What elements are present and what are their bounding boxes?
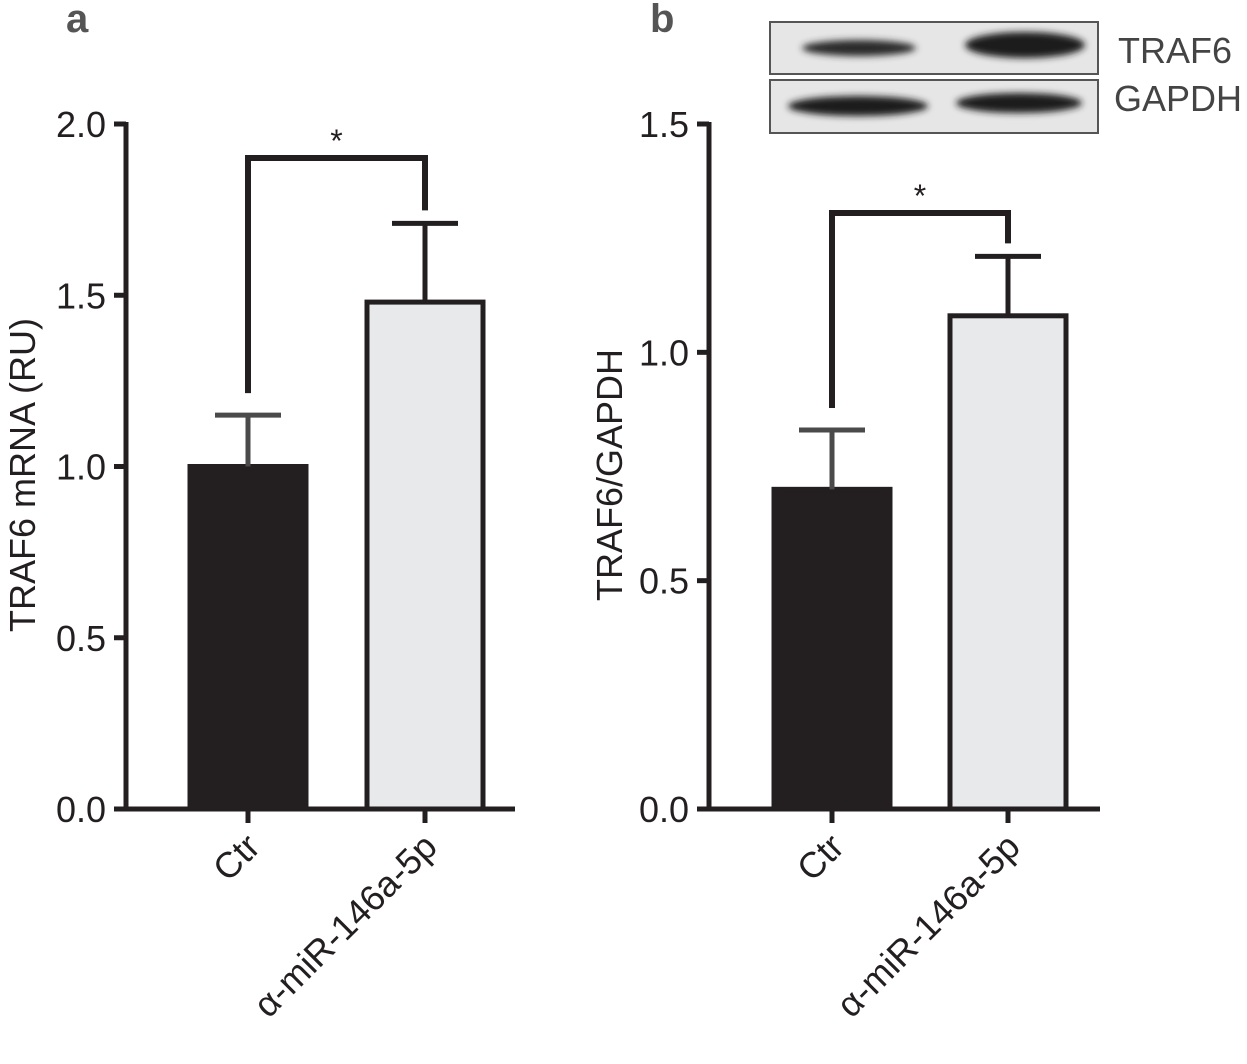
panel-a-letter: a [66, 0, 89, 41]
y-tick-label-0: 0.0 [639, 789, 689, 830]
blot-label-traf6: TRAF6 [1118, 30, 1232, 71]
panel-a-y-ticks: 0.0 0.5 1.0 1.5 2.0 [56, 104, 126, 830]
category-label-0: Ctr [205, 826, 268, 889]
panel-a-error-bars [215, 220, 458, 467]
western-blot: TRAF6 GAPDH [769, 21, 1242, 134]
y-tick-label-1: 0.5 [639, 561, 689, 602]
bar-1 [364, 299, 486, 812]
panel-b-y-ticks: 0.0 0.5 1.0 1.5 [639, 104, 709, 830]
y-tick-label-2: 1.0 [56, 447, 106, 488]
y-tick-label-2: 1.0 [639, 332, 689, 373]
panel-a-significance: * [245, 123, 428, 394]
panel-b-bars [771, 313, 1069, 812]
blot-traf6-band-ctr [802, 40, 916, 56]
y-tick-label-0: 0.0 [56, 789, 106, 830]
blot-traf6-band-treated [965, 32, 1085, 58]
bar-1 [947, 313, 1069, 812]
panel-b-x-ticks [829, 809, 1011, 823]
category-label-1: α-miR-146a-5p [245, 826, 444, 1025]
panel-a-y-axis-title: TRAF6 mRNA (RU) [2, 318, 43, 632]
panel-b-y-axis-title: TRAF6/GAPDH [589, 349, 630, 601]
y-tick-label-3: 1.5 [56, 275, 106, 316]
category-label-0: Ctr [789, 826, 852, 889]
bar-0 [771, 486, 893, 812]
blot-label-gapdh: GAPDH [1114, 78, 1242, 119]
y-tick-label-1: 0.5 [56, 618, 106, 659]
bar-0 [187, 464, 309, 812]
panel-b: b TRAF6 GAPDH TRAF6/GAPDH 0.0 0.5 1.0 1.5 *… [589, 0, 1242, 1025]
significance-bracket [245, 155, 428, 394]
panel-b-error-bars [799, 253, 1041, 490]
significance-star: * [914, 178, 926, 214]
category-label-1: α-miR-146a-5p [828, 826, 1027, 1025]
y-tick-label-3: 1.5 [639, 104, 689, 145]
panel-a: a TRAF6 mRNA (RU) 0.0 0.5 1.0 1.5 2.0 * Ctrα… [2, 0, 515, 1025]
panel-a-bars [187, 299, 486, 812]
blot-gapdh-band-ctr [788, 96, 928, 116]
y-tick-label-4: 2.0 [56, 104, 106, 145]
significance-bracket [829, 210, 1011, 408]
blot-gapdh-band-treated [956, 93, 1082, 113]
significance-star: * [330, 123, 342, 159]
panel-b-letter: b [650, 0, 674, 41]
panel-b-significance: * [829, 178, 1011, 408]
panel-a-x-ticks [245, 809, 428, 823]
